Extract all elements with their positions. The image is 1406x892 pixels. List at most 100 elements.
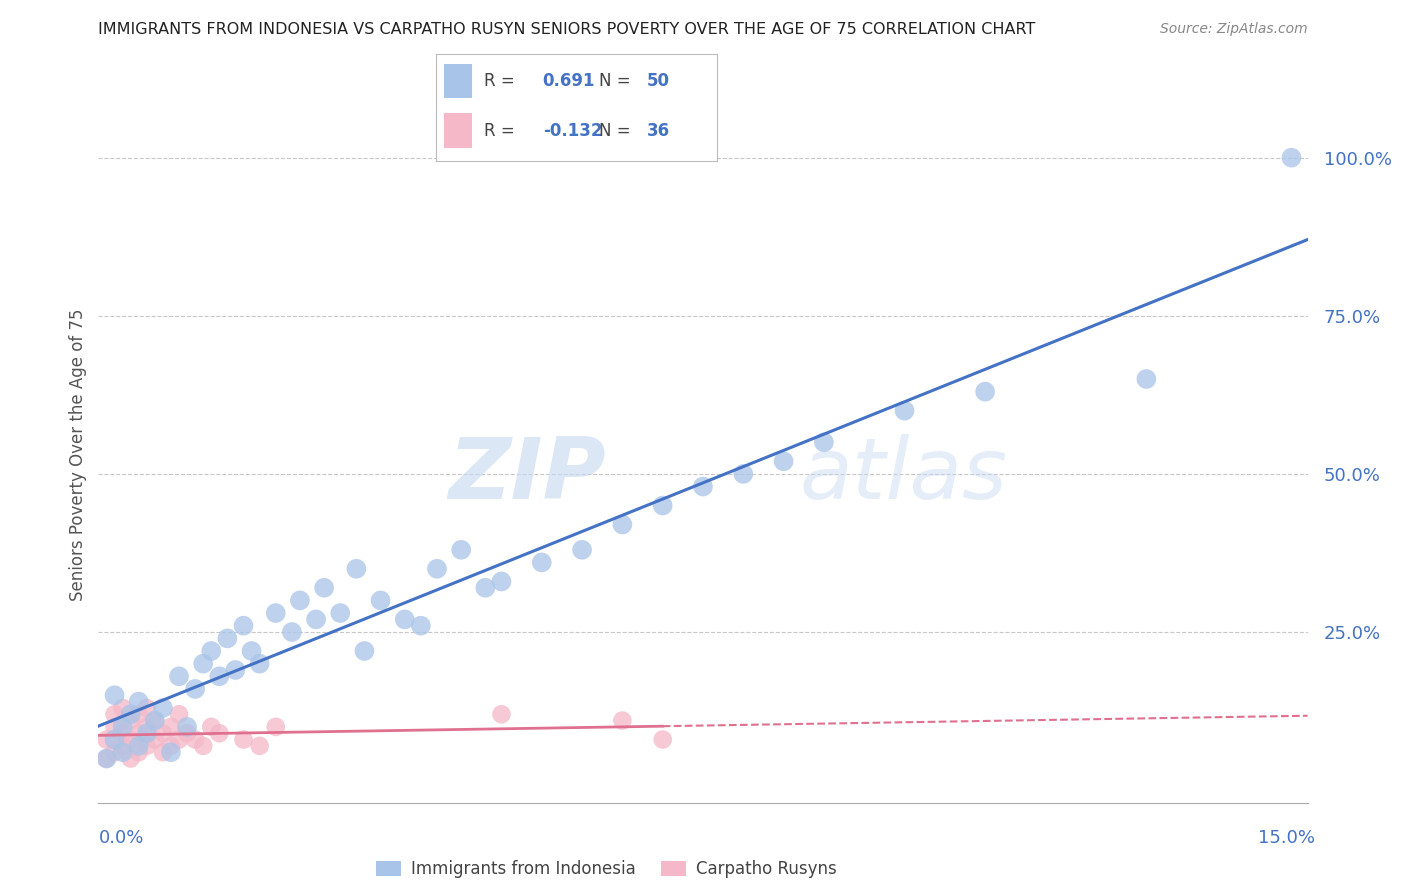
Point [120,714,142,728]
Point [474,581,496,595]
Point [344,562,367,576]
Point [974,384,997,399]
Point [167,707,190,722]
Point [128,695,150,709]
Point [176,726,198,740]
Point [426,562,449,576]
Point [651,732,673,747]
Point [128,726,150,740]
Point [111,701,134,715]
Point [264,720,287,734]
Text: 0.0%: 0.0% [98,829,143,847]
Point [184,681,207,696]
Point [217,632,239,646]
Point [240,644,263,658]
Point [193,657,215,671]
Point [571,542,593,557]
Text: IMMIGRANTS FROM INDONESIA VS CARPATHO RUSYN SENIORS POVERTY OVER THE AGE OF 75 C: IMMIGRANTS FROM INDONESIA VS CARPATHO RU… [98,22,1036,37]
Point [135,726,157,740]
Point [103,732,125,747]
Point [128,745,150,759]
Point [152,701,174,715]
Text: atlas: atlas [800,434,1008,517]
Text: 0.691: 0.691 [543,72,595,90]
Point [96,732,118,747]
Text: 36: 36 [647,121,669,139]
Point [160,739,183,753]
Point [232,732,254,747]
Point [176,720,198,734]
Text: N =: N = [599,121,636,139]
Point [651,499,673,513]
Y-axis label: Seniors Poverty Over the Age of 75: Seniors Poverty Over the Age of 75 [69,309,87,601]
Point [491,574,513,589]
Point [103,745,125,759]
Point [135,739,157,753]
Point [120,751,142,765]
Point [1281,151,1303,165]
Point [111,720,134,734]
Point [1135,372,1157,386]
Point [813,435,835,450]
Point [264,606,287,620]
Point [612,714,634,728]
Point [152,745,174,759]
Point [224,663,246,677]
Point [491,707,513,722]
Bar [444,113,472,148]
Point [281,625,304,640]
Point [111,726,134,740]
Point [893,403,915,417]
Text: N =: N = [599,72,636,90]
Point [120,732,142,747]
Point [612,517,634,532]
Point [111,739,134,753]
Point [409,618,432,632]
Point [103,720,125,734]
Point [394,612,416,626]
Point [249,657,271,671]
Point [249,739,271,753]
Point [232,618,254,632]
Point [184,732,207,747]
Point [143,714,166,728]
Bar [444,64,472,98]
Point [329,606,352,620]
Point [353,644,375,658]
Point [103,707,125,722]
Point [160,745,183,759]
Point [208,669,231,683]
Text: Source: ZipAtlas.com: Source: ZipAtlas.com [1160,22,1308,37]
Point [152,726,174,740]
Point [193,739,215,753]
Point [200,720,222,734]
Point [167,732,190,747]
Point [692,479,714,493]
Point [167,669,190,683]
Point [143,714,166,728]
Legend: Immigrants from Indonesia, Carpatho Rusyns: Immigrants from Indonesia, Carpatho Rusy… [370,854,844,885]
Point [314,581,336,595]
Point [370,593,392,607]
Point [288,593,311,607]
Text: R =: R = [484,121,520,139]
Point [772,454,794,468]
Point [305,612,328,626]
Point [135,720,157,734]
Point [103,688,125,702]
Point [128,739,150,753]
Point [530,556,553,570]
Text: 15.0%: 15.0% [1257,829,1315,847]
Point [200,644,222,658]
Text: ZIP: ZIP [449,434,606,517]
Point [450,542,472,557]
Text: R =: R = [484,72,520,90]
Text: 50: 50 [647,72,669,90]
Point [111,745,134,759]
Point [128,707,150,722]
Point [160,720,183,734]
Point [135,701,157,715]
Point [733,467,755,481]
Point [208,726,231,740]
Text: -0.132: -0.132 [543,121,602,139]
